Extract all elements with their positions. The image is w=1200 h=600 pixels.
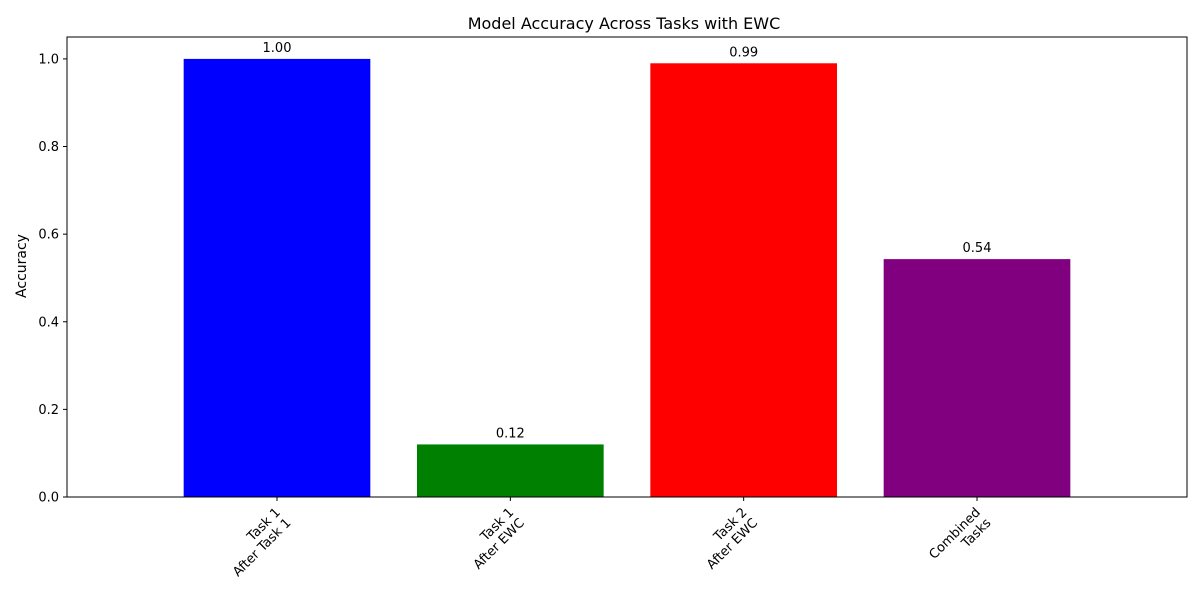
bar-value-label: 1.00	[263, 41, 292, 56]
y-tick-label: 0.0	[38, 491, 59, 506]
x-tick-label: Task 2After EWC	[694, 505, 761, 572]
bar-value-label: 0.12	[496, 426, 525, 441]
chart-title: Model Accuracy Across Tasks with EWC	[468, 14, 781, 33]
data-labels-layer: 1.00 0.12 0.99 0.54	[263, 41, 992, 442]
x-tick-label: CombinedTasks	[927, 505, 995, 573]
bar-value-label: 0.54	[963, 241, 992, 256]
x-tick-label: Task 1After Task 1	[220, 505, 295, 580]
bars-layer	[183, 58, 1071, 498]
svg-text:Task 2After EWC: Task 2After EWC	[694, 505, 761, 572]
svg-text:Task 1After EWC: Task 1After EWC	[460, 505, 527, 572]
svg-text:CombinedTasks: CombinedTasks	[927, 505, 995, 573]
x-axis-ticks: Task 1After Task 1 Task 1After EWC Task 2A…	[220, 497, 995, 580]
plot-frame	[66, 36, 1188, 498]
y-tick-label: 0.8	[38, 140, 59, 155]
svg-text:Task 1After Task 1: Task 1After Task 1	[220, 505, 295, 580]
bar-4	[883, 259, 1071, 497]
y-tick-label: 0.6	[38, 228, 59, 243]
x-tick-label: Task 1After EWC	[460, 505, 528, 572]
bar-3	[650, 63, 837, 498]
y-tick-label: 1.0	[38, 52, 59, 67]
y-axis-ticks: 0.0 0.2 0.4 0.6 0.8 1.0	[38, 52, 67, 506]
y-axis-label: Accuracy	[14, 234, 30, 298]
y-tick-label: 0.2	[38, 403, 59, 418]
bar-value-label: 0.99	[729, 45, 758, 60]
y-tick-label: 0.4	[38, 315, 59, 330]
bar-1	[183, 58, 371, 498]
bar-2	[417, 444, 604, 497]
